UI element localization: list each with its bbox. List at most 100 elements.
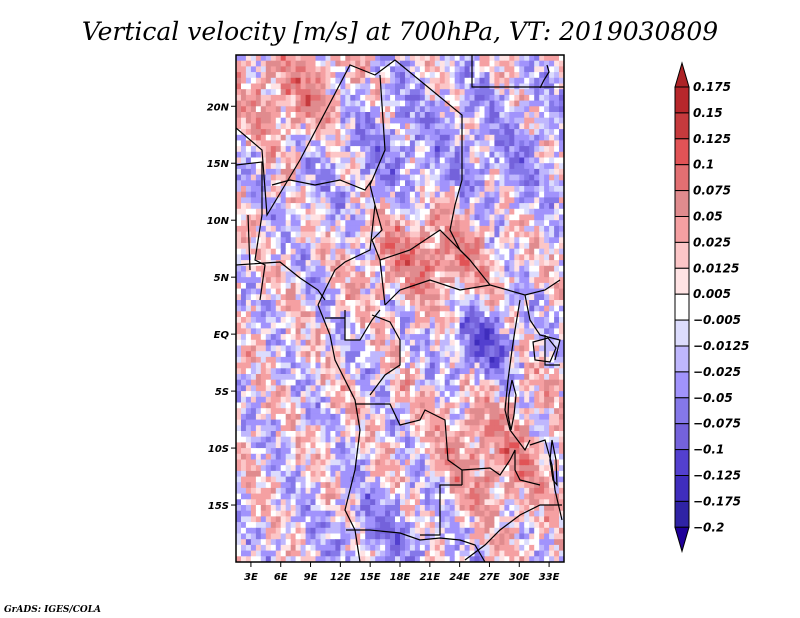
field-cell bbox=[250, 305, 257, 312]
field-cell bbox=[300, 225, 307, 233]
field-cell bbox=[330, 402, 336, 409]
field-cell bbox=[400, 168, 406, 176]
field-cell bbox=[275, 300, 282, 307]
field-cell bbox=[285, 72, 292, 79]
field-cell bbox=[524, 459, 530, 466]
field-cell bbox=[549, 260, 555, 267]
field-cell bbox=[280, 72, 287, 79]
field-cell bbox=[484, 140, 491, 147]
field-cell bbox=[241, 282, 247, 290]
field-cell bbox=[280, 294, 287, 301]
field-cell bbox=[241, 374, 247, 381]
field-cell bbox=[484, 334, 491, 341]
field-cell bbox=[280, 271, 287, 278]
field-cell bbox=[320, 248, 327, 255]
field-cell bbox=[290, 362, 297, 369]
field-cell bbox=[295, 396, 302, 404]
field-cell bbox=[390, 203, 396, 210]
field-cell bbox=[454, 425, 461, 432]
field-cell bbox=[479, 123, 486, 130]
field-cell bbox=[459, 459, 466, 466]
field-cell bbox=[434, 459, 441, 466]
field-cell bbox=[245, 431, 252, 438]
field-cell bbox=[529, 225, 535, 233]
field-cell bbox=[444, 419, 451, 426]
field-cell bbox=[320, 351, 327, 358]
field-cell bbox=[514, 431, 520, 438]
field-cell bbox=[449, 83, 456, 90]
field-cell bbox=[335, 431, 341, 438]
field-cell bbox=[529, 368, 535, 375]
field-cell bbox=[454, 174, 461, 181]
field-cell bbox=[365, 203, 371, 210]
field-cell bbox=[255, 368, 262, 375]
field-cell bbox=[290, 157, 297, 164]
field-cell bbox=[529, 186, 535, 193]
field-cell bbox=[559, 243, 564, 250]
field-cell bbox=[335, 402, 341, 409]
field-cell bbox=[434, 334, 441, 341]
field-cell bbox=[464, 163, 471, 170]
field-cell bbox=[444, 214, 451, 221]
field-cell bbox=[335, 186, 341, 193]
field-cell bbox=[305, 379, 312, 386]
field-cell bbox=[350, 459, 356, 466]
field-cell bbox=[499, 453, 505, 461]
field-cell bbox=[380, 260, 386, 267]
field-cell bbox=[434, 112, 441, 119]
field-cell bbox=[245, 465, 252, 472]
field-cell bbox=[290, 66, 297, 73]
field-cell bbox=[335, 225, 341, 233]
field-cell bbox=[310, 89, 317, 96]
field-cell bbox=[295, 163, 302, 170]
field-cell bbox=[464, 288, 471, 295]
field-cell bbox=[270, 60, 277, 67]
field-cell bbox=[320, 459, 327, 466]
field-cell bbox=[439, 197, 446, 204]
field-cell bbox=[295, 83, 302, 90]
field-cell bbox=[424, 231, 431, 238]
field-cell bbox=[534, 140, 540, 147]
field-cell bbox=[409, 322, 416, 329]
field-cell bbox=[385, 186, 391, 193]
field-cell bbox=[390, 328, 396, 335]
field-cell bbox=[434, 408, 441, 415]
field-cell bbox=[400, 265, 406, 273]
field-cell bbox=[529, 260, 535, 267]
field-cell bbox=[241, 237, 247, 244]
field-cell bbox=[424, 180, 431, 187]
field-cell bbox=[340, 231, 346, 238]
field-cell bbox=[345, 260, 351, 267]
field-cell bbox=[365, 265, 371, 273]
field-cell bbox=[236, 322, 242, 329]
field-cell bbox=[509, 402, 515, 409]
field-cell bbox=[509, 214, 515, 221]
field-cell bbox=[236, 254, 242, 261]
field-cell bbox=[360, 288, 366, 295]
field-cell bbox=[335, 351, 341, 358]
field-cell bbox=[250, 482, 257, 489]
field-cell bbox=[380, 339, 386, 347]
field-cell bbox=[265, 129, 272, 136]
field-cell bbox=[355, 112, 361, 119]
field-cell bbox=[549, 391, 555, 398]
field-cell bbox=[454, 305, 461, 312]
field-cell bbox=[270, 448, 277, 455]
field-cell bbox=[405, 180, 411, 187]
field-cell bbox=[400, 465, 406, 472]
field-cell bbox=[280, 248, 287, 255]
field-cell bbox=[255, 117, 262, 124]
field-cell bbox=[449, 345, 456, 352]
field-cell bbox=[494, 243, 500, 250]
field-cell bbox=[375, 402, 381, 409]
field-cell bbox=[419, 368, 426, 375]
field-cell bbox=[454, 402, 461, 409]
field-cell bbox=[330, 436, 336, 443]
field-cell bbox=[360, 385, 366, 392]
field-cell bbox=[245, 448, 252, 455]
field-cell bbox=[370, 339, 376, 347]
field-cell bbox=[454, 436, 461, 443]
field-cell bbox=[320, 465, 327, 472]
field-cell bbox=[275, 448, 282, 455]
field-cell bbox=[375, 436, 381, 443]
